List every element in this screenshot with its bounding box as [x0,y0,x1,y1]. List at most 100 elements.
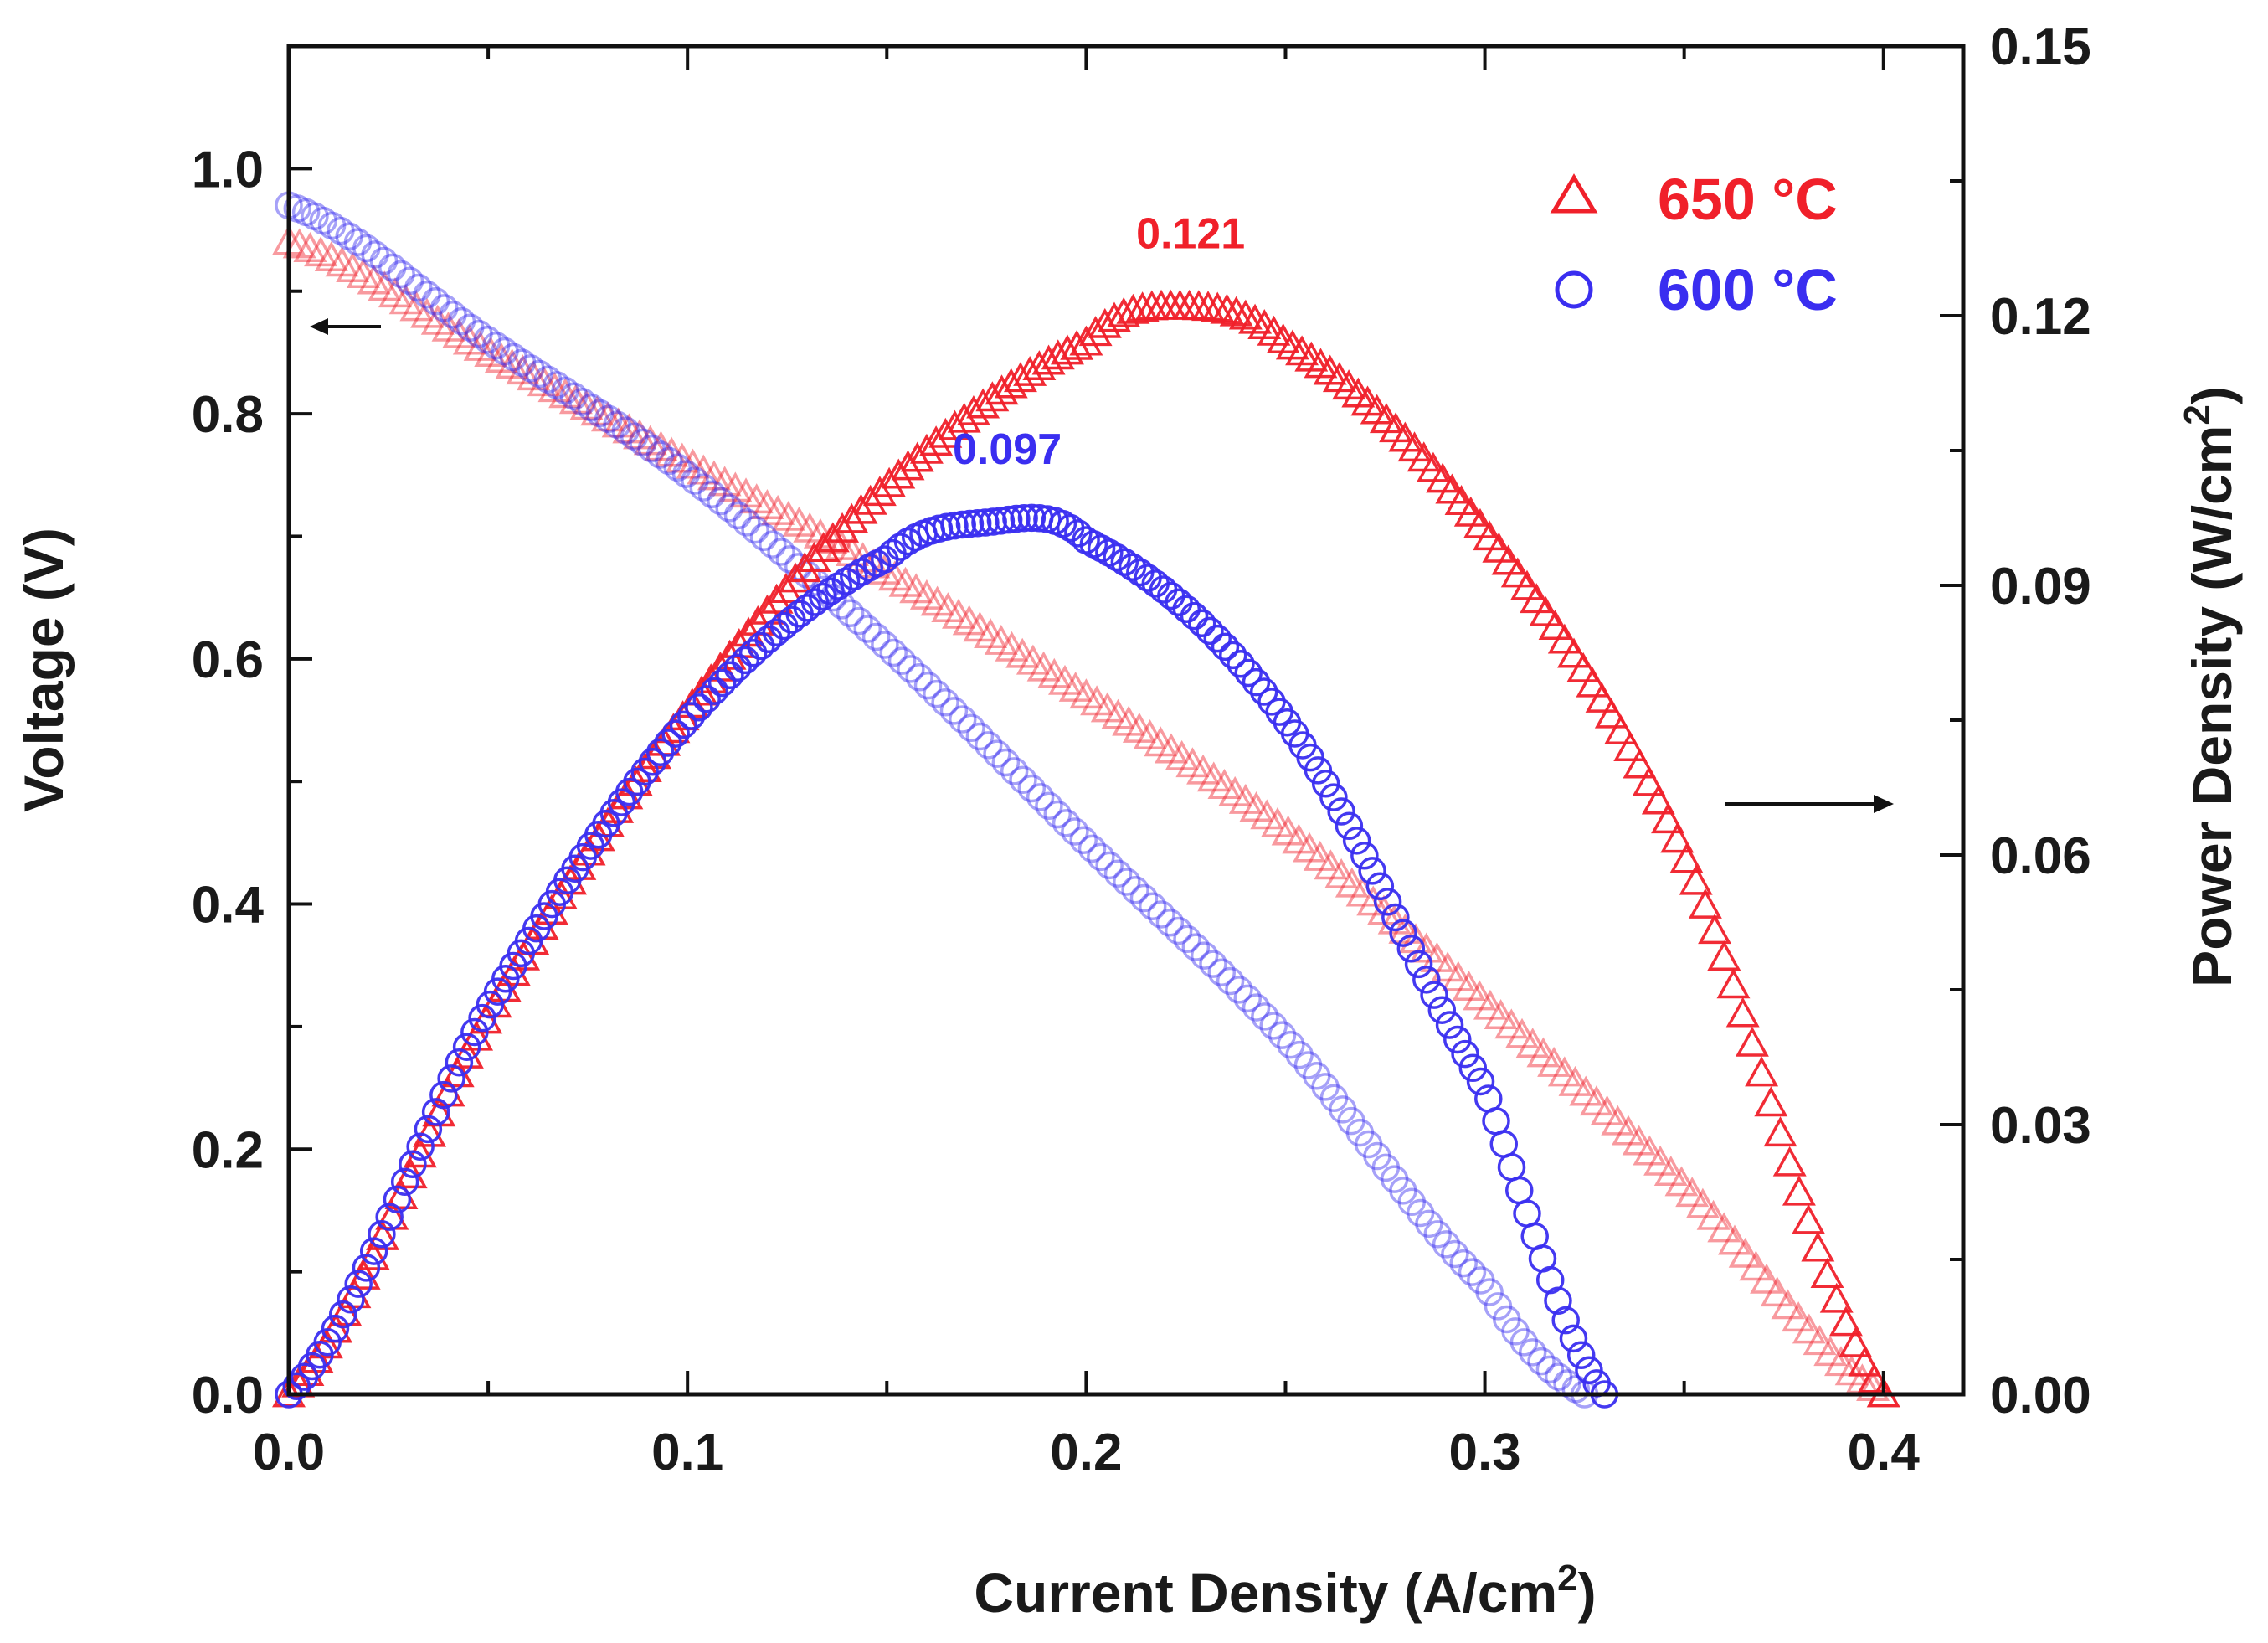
data-point-triangle [1090,692,1124,723]
data-point-triangle [1133,719,1167,749]
data-point-circle [375,1203,404,1231]
data-point-circle [620,422,649,451]
data-point-triangle [1500,557,1535,588]
y-left-axis-title: Voltage (V) [13,528,75,812]
data-point-triangle [1557,637,1591,668]
data-point-circle [1493,1305,1521,1334]
data-point-circle [335,222,363,251]
data-point-triangle [1576,667,1610,698]
data-point-circle [1035,791,1063,820]
data-point-triangle [1792,1313,1826,1344]
data-point-circle [836,599,865,627]
data-point-circle [1363,1141,1391,1171]
data-point-triangle [1569,1075,1603,1106]
data-point-triangle [1558,1065,1592,1096]
data-point-triangle [1058,671,1093,702]
data-point-circle [361,240,389,269]
data-point-circle [689,473,717,502]
data-point-circle [414,1115,443,1144]
y-left-tick-label: 0.0 [192,1367,264,1424]
data-point-circle [871,631,899,659]
data-point-triangle [357,264,391,295]
data-point-triangle [1750,1263,1784,1294]
data-point-triangle [1048,664,1082,695]
data-point-circle [404,273,433,302]
data-point-circle [317,211,347,240]
data-point-circle [1249,677,1278,706]
data-point-triangle [1754,1086,1788,1117]
data-point-circle [955,509,985,538]
data-point-triangle [1653,1156,1688,1187]
data-point-triangle [844,493,878,524]
data-point-triangle [569,389,604,420]
data-point-triangle [931,592,965,623]
data-point-triangle [900,441,934,472]
data-point-circle [723,653,752,682]
data-point-triangle [1116,293,1150,324]
data-point-triangle [403,1137,437,1168]
data-point-triangle [1651,803,1685,834]
data-point-circle [1467,1266,1495,1295]
data-point-circle [638,748,667,776]
data-point-triangle [1335,867,1369,898]
data-point-circle [1211,632,1240,662]
data-point-circle [654,729,682,757]
data-point-triangle [1463,507,1497,538]
data-point-triangle [750,489,784,519]
data-point-circle [1165,588,1193,616]
data-point-triangle [1819,1282,1854,1313]
data-point-triangle [1633,1135,1667,1166]
data-point-triangle [495,348,529,379]
data-point-triangle [474,337,508,368]
data-point-triangle [484,343,518,373]
data-point-triangle [1271,815,1305,846]
data-point-circle [655,446,683,476]
series-voltage-circle [275,191,1599,1409]
data-point-triangle [1623,748,1657,779]
data-point-circle [1181,933,1211,961]
data-point-circle [337,1285,365,1314]
data-point-circle [1052,809,1081,837]
data-point-circle [1373,888,1402,916]
data-point-circle [913,671,943,700]
data-point-triangle [769,573,803,603]
data-point-circle [948,510,976,539]
data-point-circle [1458,1053,1488,1083]
data-point-triangle [1585,682,1619,713]
data-point-circle [1475,1278,1504,1306]
data-point-triangle [496,955,531,986]
data-point-triangle [846,542,880,573]
data-point-triangle [1154,733,1188,764]
data-point-circle [1293,1051,1323,1079]
data-point-triangle [1314,849,1348,880]
data-point-circle [716,661,744,690]
data-point-triangle [1590,1094,1624,1125]
data-point-triangle [1282,823,1316,854]
data-point-triangle [572,835,606,866]
data-point-circle [879,638,908,667]
data-point-triangle [919,425,954,456]
data-point-triangle [825,529,859,560]
data-point-triangle [1718,1224,1751,1255]
data-point-triangle [1828,1306,1863,1337]
data-point-triangle [1218,775,1252,806]
data-point-triangle [872,466,907,497]
data-point-circle [1406,1198,1435,1228]
data-point-circle [468,1003,496,1033]
data-point-triangle [1463,980,1497,1011]
data-point-circle [1207,958,1237,987]
data-point-circle [759,530,787,559]
data-point-circle [1129,883,1159,913]
data-point-circle [965,722,995,751]
x-tick-label: 0.4 [1848,1424,1921,1481]
data-point-circle [963,509,992,538]
data-point-triangle [963,611,997,642]
data-point-circle [387,260,415,289]
data-point-circle [1389,1177,1417,1205]
data-point-circle [887,646,917,675]
data-point-circle [1371,1153,1401,1182]
data-point-circle [301,202,329,231]
data-point-circle [603,410,631,439]
data-point-circle [1397,1187,1427,1217]
legend-marker-circle [1555,270,1593,309]
